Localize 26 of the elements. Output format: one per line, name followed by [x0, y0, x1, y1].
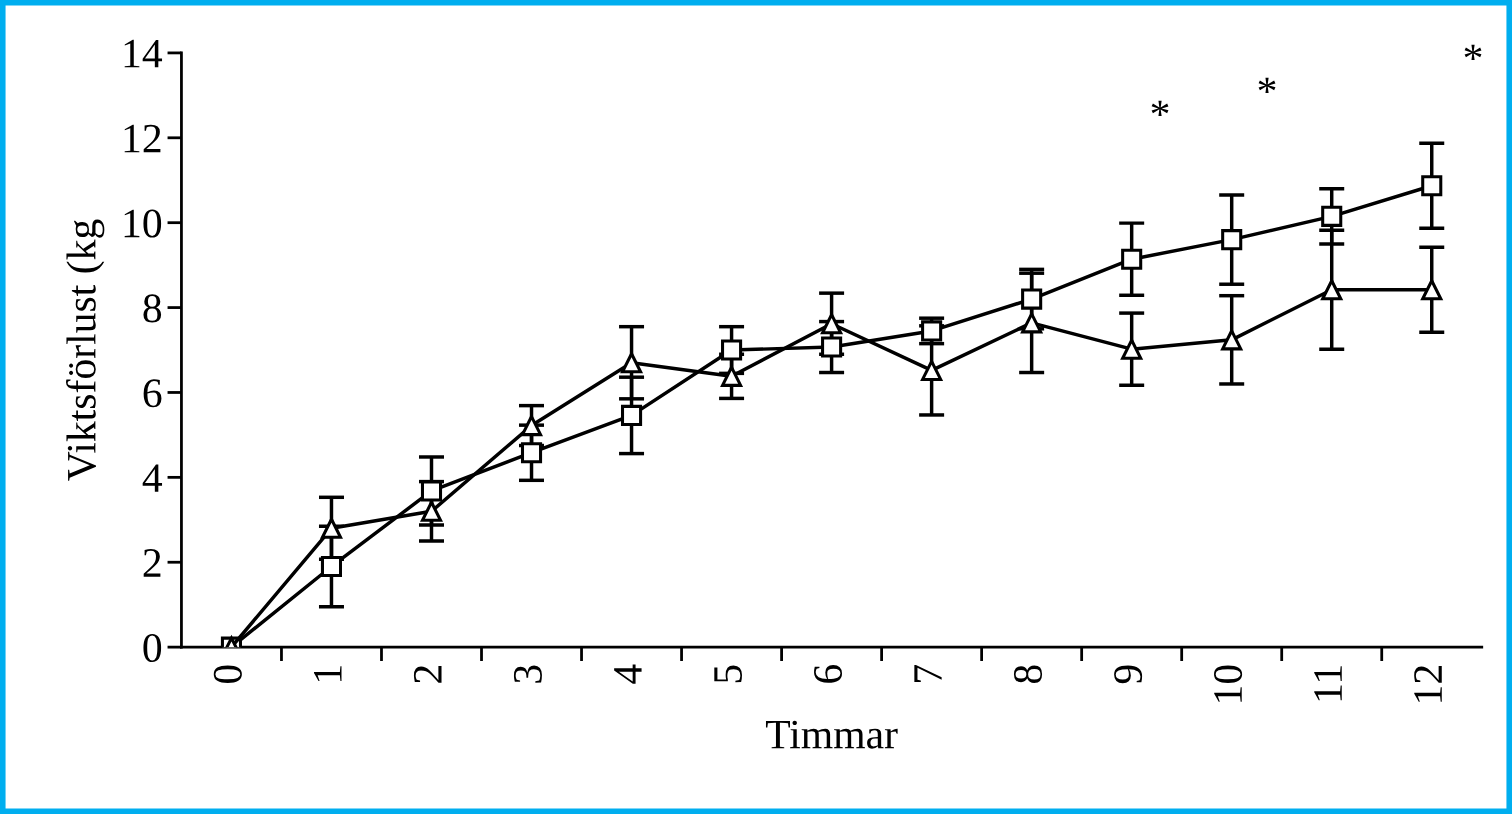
- y-tick-label: 14: [124, 39, 163, 68]
- y-tick-label: 12: [124, 124, 161, 153]
- x-tick-label: 7: [914, 664, 942, 682]
- x-tick-label: 3: [513, 665, 542, 683]
- annotation: *: [1151, 100, 1169, 117]
- y-tick-label: 8: [143, 294, 162, 323]
- x-tick-label: 10: [1214, 665, 1243, 702]
- x-tick-label: 9: [1114, 665, 1143, 684]
- x-tick-label: 5: [714, 665, 743, 683]
- annotation: *: [1258, 77, 1276, 94]
- x-axis-title: Timmar: [765, 720, 898, 749]
- y-tick-label: 10: [124, 209, 162, 238]
- x-tick-label: 11: [1314, 666, 1342, 701]
- y-tick-label: 4: [142, 464, 163, 492]
- x-tick-label: 1: [313, 666, 342, 681]
- x-tick-label: 8: [1013, 665, 1043, 684]
- y-tick-label: 6: [143, 379, 162, 408]
- y-tick-label: 0: [143, 633, 162, 662]
- x-tick-label: 2: [413, 666, 442, 683]
- x-tick-label: 4: [614, 664, 642, 684]
- y-tick-label: 2: [143, 549, 161, 577]
- x-tick-label: 12: [1414, 666, 1442, 702]
- x-tick-label: 0: [213, 665, 242, 684]
- y-axis-title: Viktsförlust (kg: [66, 219, 105, 481]
- x-tick-label: 6: [814, 665, 843, 683]
- annotation: *: [1464, 44, 1482, 61]
